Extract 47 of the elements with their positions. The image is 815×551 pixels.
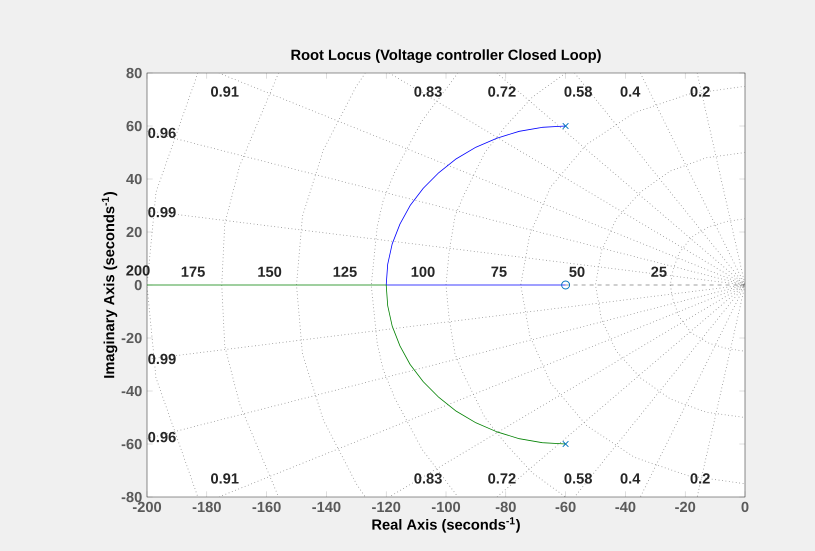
annotation: 0.83 <box>414 86 442 97</box>
x-tick-label: -80 <box>496 502 516 512</box>
y-tick-label: 40 <box>126 174 142 184</box>
annotation: 0.99 <box>148 354 176 364</box>
x-tick-label: -40 <box>615 502 636 512</box>
x-tick-label: -20 <box>675 502 696 512</box>
annotation: 0.96 <box>148 128 176 138</box>
annotation: 0.58 <box>564 86 592 97</box>
annotation: 0.91 <box>211 86 239 97</box>
x-axis-title: Real Axis (seconds$^{-1}$) <box>372 517 520 533</box>
annotation: 75 <box>491 266 507 277</box>
annotation: 150 <box>258 266 282 277</box>
y-axis-title: Imaginary Axis (seconds$^{-1}$) <box>102 192 118 378</box>
x-tick-label: -60 <box>556 502 576 512</box>
x-tick-label: -160 <box>252 502 281 512</box>
y-tick-label: 60 <box>126 120 142 132</box>
x-tick-label: -120 <box>372 502 400 512</box>
chart-title: Root Locus (Voltage controller Closed Loop) <box>291 49 601 63</box>
annotation: 0.72 <box>488 473 516 484</box>
annotation: 0.83 <box>414 473 442 484</box>
x-tick-label: -200 <box>132 502 162 512</box>
y-tick-label: 20 <box>126 226 142 238</box>
y-tick-label: 80 <box>126 68 142 78</box>
x-tick-label: -180 <box>192 502 221 512</box>
annotation: 0.91 <box>211 473 239 484</box>
x-tick-label: 0 <box>742 502 748 512</box>
y-tick-label: -80 <box>122 492 142 502</box>
y-tick-label: -60 <box>122 438 142 450</box>
annotation: 0.58 <box>564 473 592 484</box>
annotation: 25 <box>651 266 667 277</box>
y-tick-label: 0 <box>134 280 142 290</box>
annotation: 200 <box>126 265 150 276</box>
annotation: 175 <box>182 266 205 277</box>
annotation: 0.96 <box>148 432 176 442</box>
annotation: 0.99 <box>148 206 176 218</box>
x-tick-label: -100 <box>432 502 460 512</box>
annotation: 0.4 <box>620 473 640 484</box>
annotation: 125 <box>334 266 357 277</box>
annotation: 0.2 <box>690 86 710 97</box>
annotation: 0.72 <box>488 86 516 97</box>
annotation: 0.2 <box>690 473 710 484</box>
annotation: 0.4 <box>620 86 640 97</box>
x-tick-label: -140 <box>312 502 340 512</box>
annotation: 50 <box>569 266 585 277</box>
y-tick-label: -20 <box>122 332 142 344</box>
y-tick-label: -40 <box>122 386 142 396</box>
annotation: 100 <box>412 266 435 277</box>
